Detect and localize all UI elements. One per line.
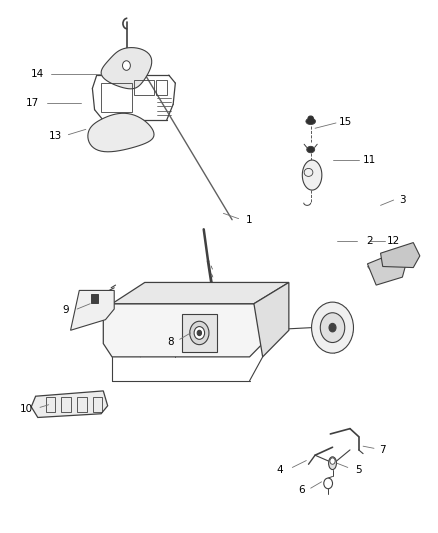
Text: 3: 3 xyxy=(399,195,406,205)
Polygon shape xyxy=(302,160,322,190)
Polygon shape xyxy=(91,294,98,303)
Text: 15: 15 xyxy=(339,117,352,127)
Circle shape xyxy=(194,327,205,340)
Text: 9: 9 xyxy=(63,305,70,315)
Polygon shape xyxy=(88,114,154,152)
Circle shape xyxy=(329,324,336,332)
Ellipse shape xyxy=(308,116,313,120)
Circle shape xyxy=(190,321,209,345)
Circle shape xyxy=(197,330,201,336)
Bar xyxy=(134,80,153,95)
Text: 6: 6 xyxy=(299,485,305,495)
Circle shape xyxy=(123,61,131,70)
Text: 1: 1 xyxy=(246,215,253,225)
Polygon shape xyxy=(71,290,114,330)
Text: 14: 14 xyxy=(31,69,44,79)
Bar xyxy=(155,80,166,95)
Polygon shape xyxy=(31,391,108,417)
Polygon shape xyxy=(103,304,263,357)
Text: 2: 2 xyxy=(366,236,373,246)
Ellipse shape xyxy=(306,118,315,125)
Circle shape xyxy=(311,302,353,353)
Polygon shape xyxy=(101,47,152,89)
Text: 4: 4 xyxy=(277,465,283,474)
Polygon shape xyxy=(381,243,420,268)
Text: 7: 7 xyxy=(379,445,386,455)
Text: 13: 13 xyxy=(49,131,62,141)
Polygon shape xyxy=(254,282,289,357)
Ellipse shape xyxy=(328,457,336,470)
Bar xyxy=(101,83,132,112)
Bar xyxy=(46,397,55,412)
Circle shape xyxy=(320,313,345,343)
Bar xyxy=(61,397,71,412)
Text: 5: 5 xyxy=(355,465,362,474)
Text: 12: 12 xyxy=(387,236,400,246)
Text: 17: 17 xyxy=(25,98,39,108)
Polygon shape xyxy=(367,253,407,285)
Bar xyxy=(93,397,102,412)
Text: 10: 10 xyxy=(19,404,32,414)
Ellipse shape xyxy=(307,147,314,153)
Circle shape xyxy=(324,478,332,489)
Circle shape xyxy=(330,458,335,464)
Bar xyxy=(182,314,217,352)
Text: 8: 8 xyxy=(168,337,174,347)
Text: 11: 11 xyxy=(363,155,376,165)
Polygon shape xyxy=(112,282,289,304)
Bar xyxy=(77,397,87,412)
